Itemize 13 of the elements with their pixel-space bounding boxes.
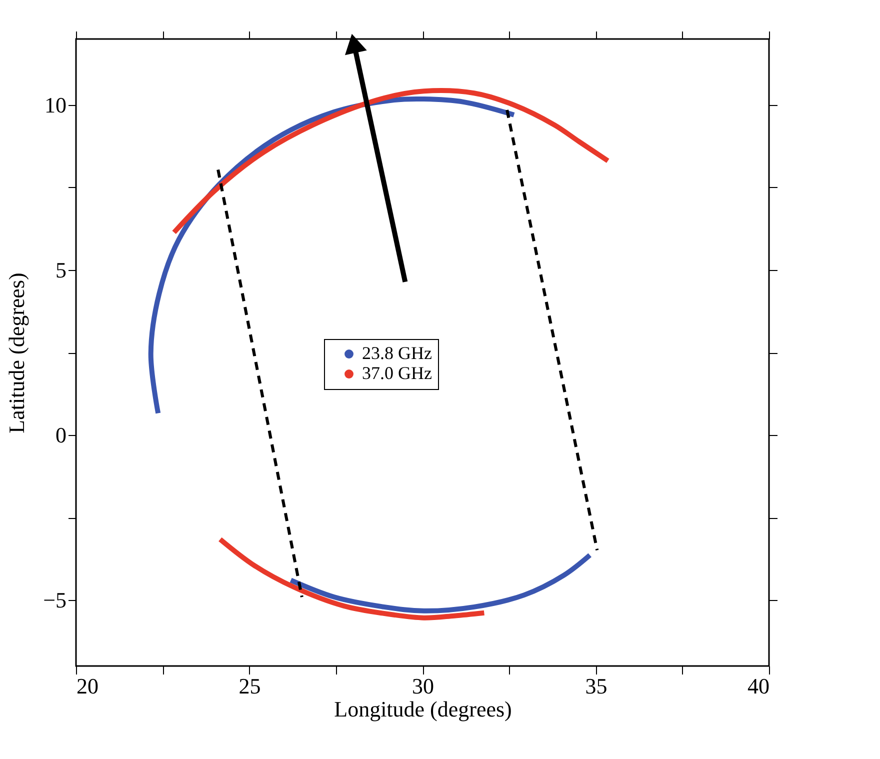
x-tick-label: 20 — [76, 674, 98, 698]
legend-label: 23.8 GHz — [362, 343, 432, 363]
legend-label: 37.0 GHz — [362, 363, 432, 383]
x-tick-label: 35 — [585, 674, 608, 698]
y-tick-label: −5 — [43, 588, 66, 612]
x-tick-label: 40 — [748, 674, 770, 698]
x-tick-label: 25 — [238, 674, 261, 698]
y-tick-label: 0 — [56, 422, 66, 448]
x-tick-label: 30 — [412, 674, 434, 698]
y-tick-label: 10 — [44, 92, 66, 118]
y-axis-title: Latitude (degrees) — [4, 272, 30, 434]
x-axis-title: Longitude (degrees) — [334, 696, 512, 722]
y-tick-label: 5 — [56, 258, 66, 282]
